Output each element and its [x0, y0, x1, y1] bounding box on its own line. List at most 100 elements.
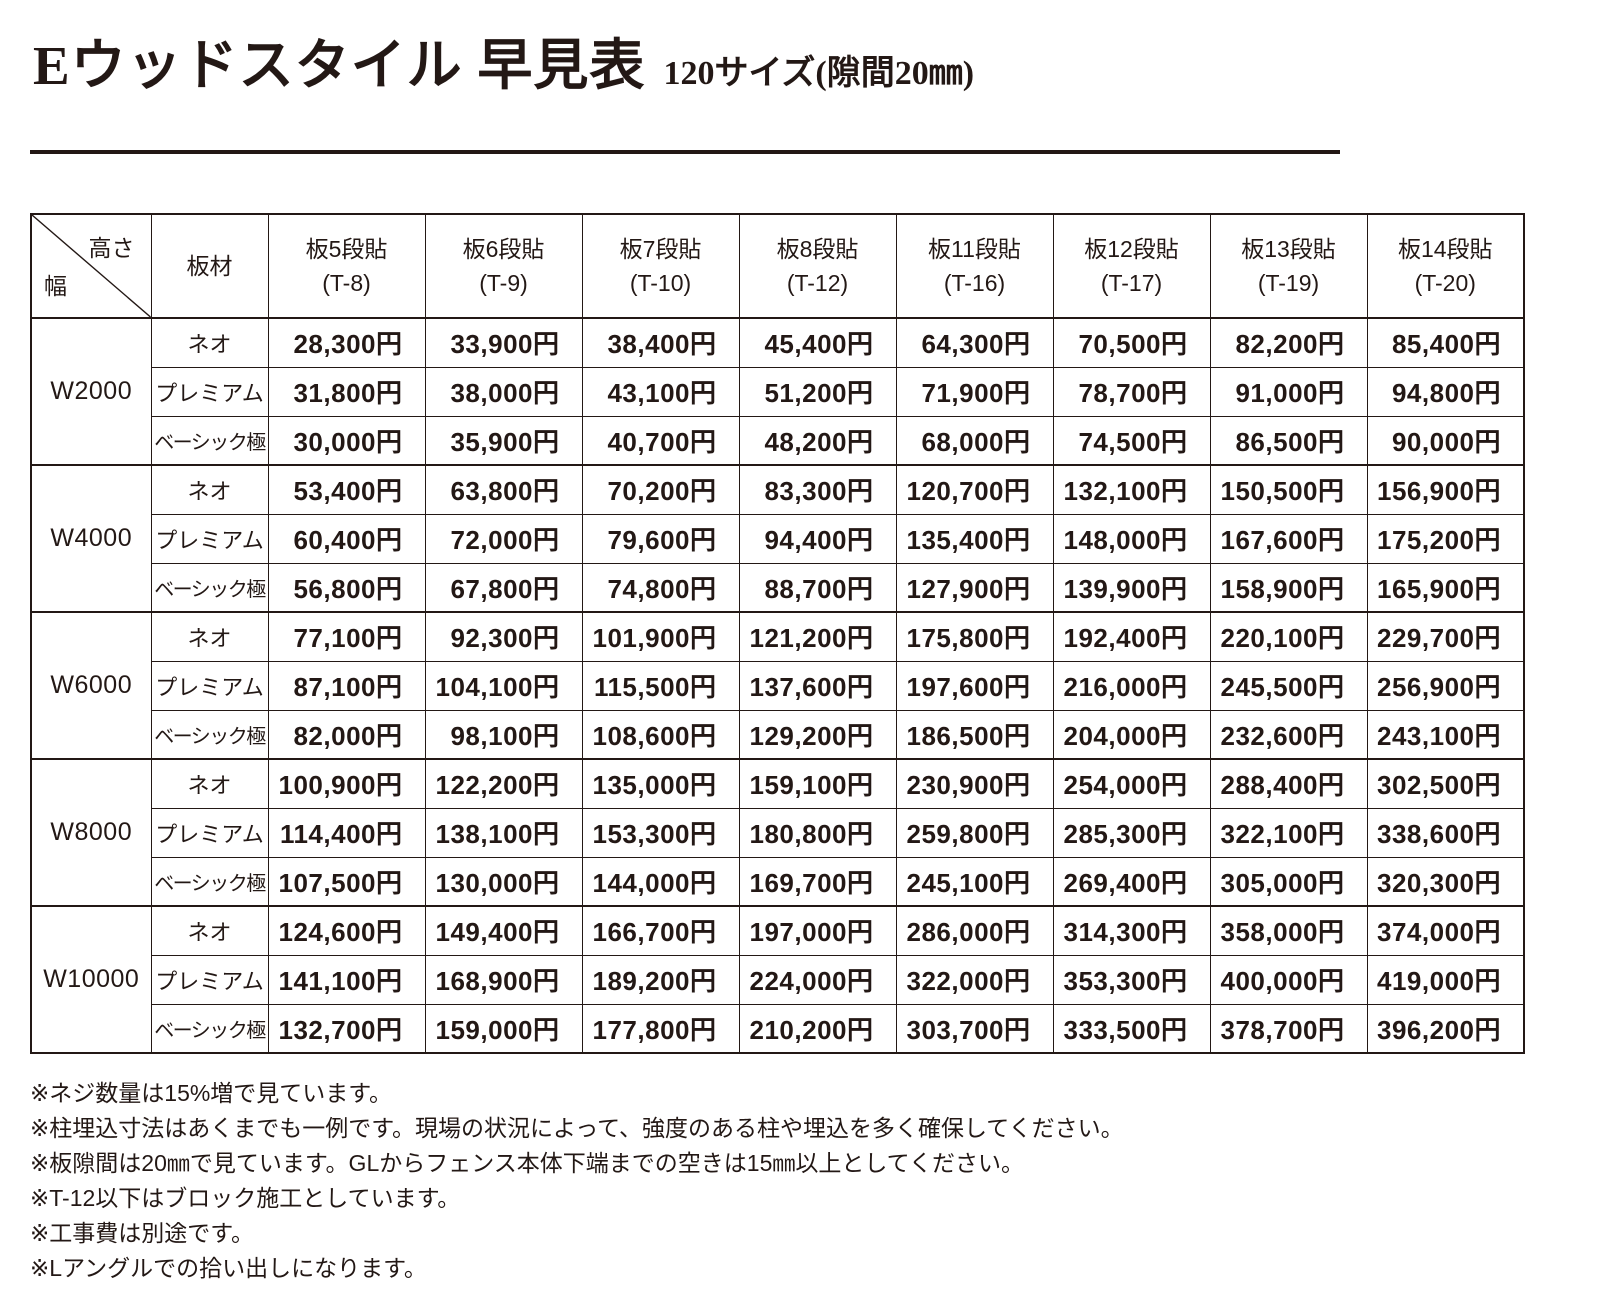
column-header: 板14段貼 (T-20): [1366, 213, 1525, 319]
price-value: 71,900円: [895, 366, 1054, 417]
price-value: 98,100円: [424, 709, 583, 760]
table-row: ベーシック極 56,800円 67,800円 74,800円 88,700円 127,90…: [31, 562, 1525, 613]
price-value: 204,000円: [1052, 709, 1211, 760]
material-label: ベーシック極: [150, 562, 269, 613]
material-label: ネオ: [150, 905, 269, 956]
width-label: W8000: [30, 758, 152, 907]
price-value: 135,000円: [581, 758, 740, 809]
price-value: 166,700円: [581, 905, 740, 956]
price-value: 85,400円: [1366, 317, 1525, 368]
table-row: ベーシック極 132,700円 159,000円 177,800円 210,200円 30…: [31, 1003, 1525, 1054]
price-value: 216,000円: [1052, 660, 1211, 711]
column-header-line2: (T-19): [1257, 270, 1320, 296]
price-value: 56,800円: [267, 562, 426, 613]
page-subtitle: 120サイズ(隙間20㎜): [663, 55, 975, 92]
column-header-line2: (T-8): [322, 270, 371, 296]
price-value: 114,400円: [267, 807, 426, 858]
price-value: 138,100円: [424, 807, 583, 858]
column-header-line2: (T-12): [786, 270, 849, 296]
price-value: 77,100円: [267, 611, 426, 662]
price-value: 38,000円: [424, 366, 583, 417]
material-label: ネオ: [150, 611, 269, 662]
price-value: 108,600円: [581, 709, 740, 760]
price-value: 60,400円: [267, 513, 426, 564]
price-value: 45,400円: [738, 317, 897, 368]
price-value: 38,400円: [581, 317, 740, 368]
column-header-material: 板材: [150, 213, 269, 319]
price-value: 168,900円: [424, 954, 583, 1005]
column-header-line2: (T-10): [629, 270, 692, 296]
price-value: 175,200円: [1366, 513, 1525, 564]
price-value: 28,300円: [267, 317, 426, 368]
column-header-line1: 板11段貼: [928, 235, 1021, 262]
price-value: 135,400円: [895, 513, 1054, 564]
price-value: 285,300円: [1052, 807, 1211, 858]
corner-label-width: 幅: [44, 272, 67, 299]
price-value: 68,000円: [895, 415, 1054, 466]
column-header-line1: 板14段貼: [1397, 235, 1493, 262]
price-table: 高さ 幅 板材 板5段貼 (T-8) 板6段貼 (T-9) 板7段貼 (T-10) 板…: [30, 213, 1525, 1054]
table-row: プレミアム 31,800円 38,000円 43,100円 51,200円 71,900円…: [31, 366, 1525, 417]
price-value: 90,000円: [1366, 415, 1525, 466]
price-value: 115,500円: [581, 660, 740, 711]
price-value: 302,500円: [1366, 758, 1525, 809]
price-value: 63,800円: [424, 464, 583, 515]
price-value: 186,500円: [895, 709, 1054, 760]
price-value: 165,900円: [1366, 562, 1525, 613]
column-header-line1: 板7段貼: [619, 235, 702, 262]
price-value: 83,300円: [738, 464, 897, 515]
price-value: 230,900円: [895, 758, 1054, 809]
price-value: 243,100円: [1366, 709, 1525, 760]
note-line: ※柱埋込寸法はあくまでも一例です。現場の状況によって、強度のある柱や埋込を多く確…: [30, 1115, 1124, 1141]
price-value: 259,800円: [895, 807, 1054, 858]
material-label: プレミアム: [150, 954, 269, 1005]
table-row: W6000 ネオ 77,100円 92,300円 101,900円 121,200円 175…: [30, 611, 1525, 760]
price-value: 64,300円: [895, 317, 1054, 368]
page-title-bar: Eウッドスタイル 早見表 120サイズ(隙間20㎜): [33, 28, 1610, 103]
price-value: 100,900円: [267, 758, 426, 809]
price-value: 159,000円: [424, 1003, 583, 1054]
price-value: 333,500円: [1052, 1003, 1211, 1054]
table-row: W10000 ネオ 124,600円 149,400円 166,700円 197,000円…: [30, 905, 1525, 1054]
price-value: 31,800円: [267, 366, 426, 417]
price-value: 129,200円: [738, 709, 897, 760]
price-value: 74,500円: [1052, 415, 1211, 466]
price-value: 104,100円: [424, 660, 583, 711]
price-value: 159,100円: [738, 758, 897, 809]
price-value: 78,700円: [1052, 366, 1211, 417]
material-label: ネオ: [150, 758, 269, 809]
price-value: 286,000円: [895, 905, 1054, 956]
price-value: 322,100円: [1209, 807, 1368, 858]
table-row: プレミアム 114,400円 138,100円 153,300円 180,800円 259…: [31, 807, 1525, 858]
price-value: 158,900円: [1209, 562, 1368, 613]
price-value: 82,200円: [1209, 317, 1368, 368]
price-value: 169,700円: [738, 856, 897, 907]
column-header: 板11段貼 (T-16): [895, 213, 1054, 319]
price-value: 224,000円: [738, 954, 897, 1005]
width-label: W4000: [30, 464, 152, 613]
column-header-line1: 板6段貼: [462, 235, 545, 262]
header-row: 高さ 幅 板材 板5段貼 (T-8) 板6段貼 (T-9) 板7段貼 (T-10) 板…: [30, 213, 1525, 319]
price-value: 232,600円: [1209, 709, 1368, 760]
price-value: 82,000円: [267, 709, 426, 760]
column-header: 板5段貼 (T-8): [267, 213, 426, 319]
price-value: 141,100円: [267, 954, 426, 1005]
price-value: 86,500円: [1209, 415, 1368, 466]
price-value: 30,000円: [267, 415, 426, 466]
price-value: 419,000円: [1366, 954, 1525, 1005]
price-value: 70,500円: [1052, 317, 1211, 368]
price-value: 197,600円: [895, 660, 1054, 711]
price-value: 72,000円: [424, 513, 583, 564]
page-title: Eウッドスタイル 早見表: [33, 35, 646, 96]
corner-cell: 高さ 幅: [30, 213, 152, 319]
price-value: 378,700円: [1209, 1003, 1368, 1054]
price-value: 132,100円: [1052, 464, 1211, 515]
price-value: 137,600円: [738, 660, 897, 711]
price-value: 189,200円: [581, 954, 740, 1005]
column-header-line2: (T-9): [479, 270, 528, 296]
price-value: 303,700円: [895, 1003, 1054, 1054]
material-label: ベーシック極: [150, 709, 269, 760]
material-label: プレミアム: [150, 513, 269, 564]
price-value: 40,700円: [581, 415, 740, 466]
